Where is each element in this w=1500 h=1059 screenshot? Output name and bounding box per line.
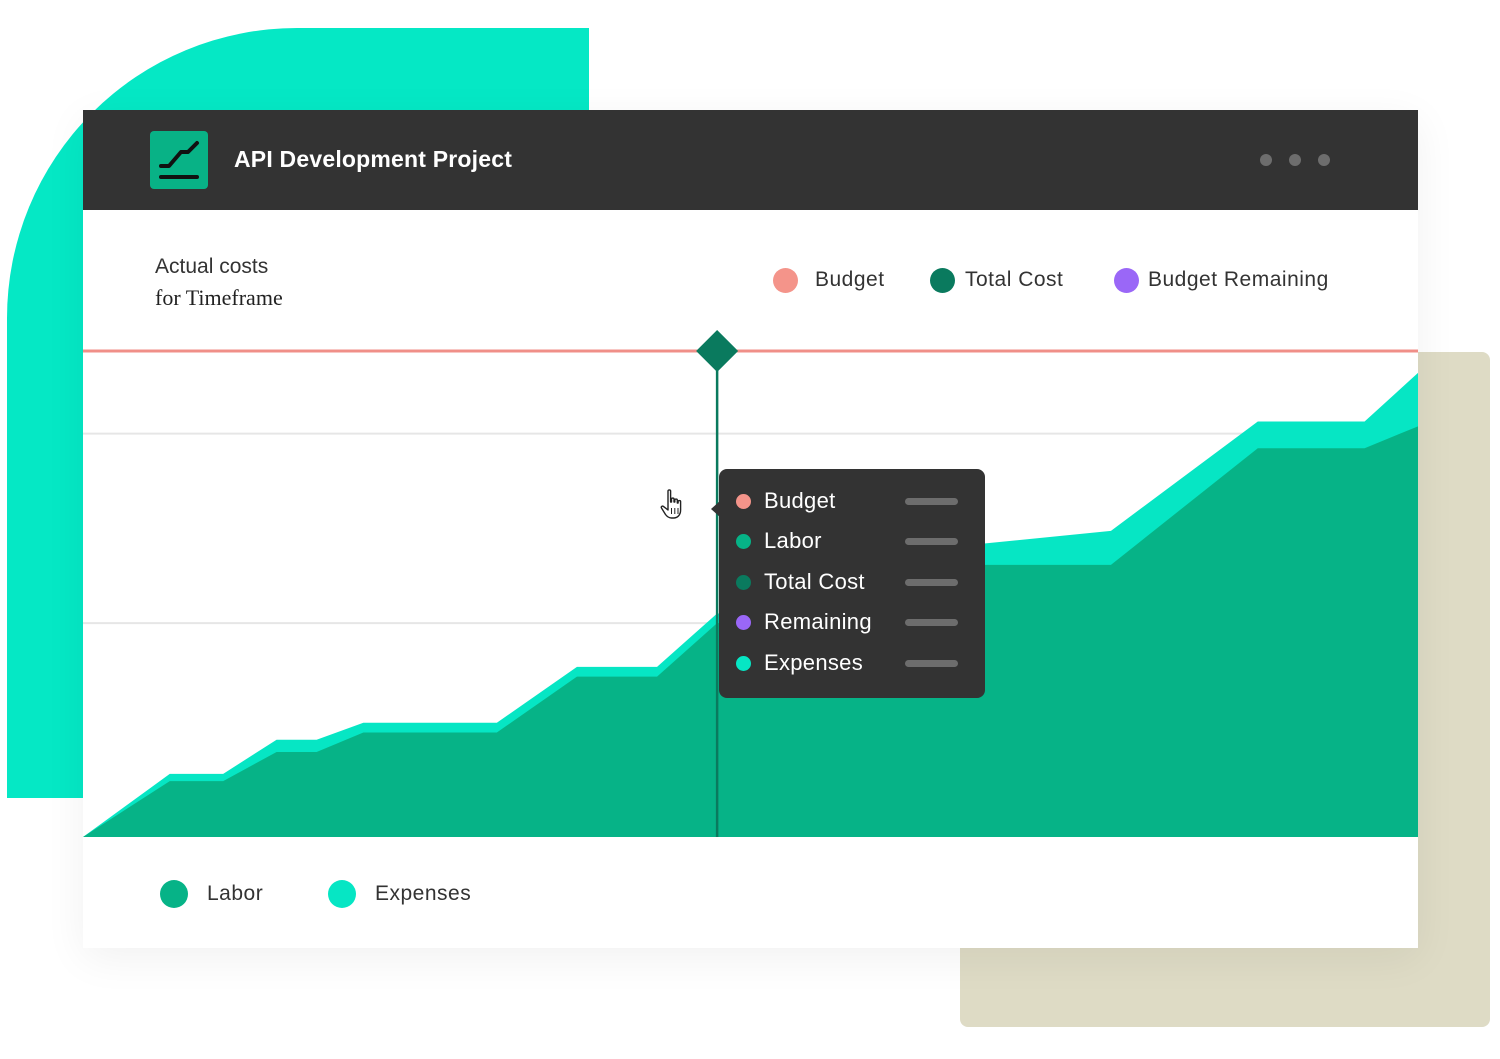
tooltip-row-budget: Budget bbox=[719, 486, 985, 516]
legend-label: Labor bbox=[207, 882, 264, 905]
tooltip-value-placeholder bbox=[905, 619, 958, 626]
timeframe-marker-handle[interactable] bbox=[696, 330, 739, 372]
tooltip-swatch bbox=[736, 494, 751, 509]
legend-swatch bbox=[160, 880, 188, 908]
chart-card: API Development Project Actual costs for… bbox=[83, 110, 1418, 948]
legend-label: Total Cost bbox=[965, 268, 1064, 291]
legend-swatch bbox=[328, 880, 356, 908]
tooltip-label: Total Cost bbox=[764, 569, 865, 594]
project-title: API Development Project bbox=[234, 146, 513, 172]
legend-swatch bbox=[930, 268, 955, 293]
tooltip-row-remaining: Remaining bbox=[719, 607, 985, 637]
legend-swatch bbox=[773, 268, 798, 293]
tooltip-swatch bbox=[736, 656, 751, 671]
legend-label: Expenses bbox=[375, 882, 472, 905]
tooltip-row-labor: Labor bbox=[719, 526, 985, 556]
tooltip-label: Remaining bbox=[764, 609, 872, 634]
tooltip-value-placeholder bbox=[905, 538, 958, 545]
chart-title: Actual costs bbox=[155, 255, 269, 278]
tooltip-label: Labor bbox=[764, 528, 822, 553]
chart-tooltip: Budget Labor Total Cost Remaining Expens… bbox=[711, 469, 985, 698]
legend-label: Budget bbox=[815, 268, 885, 291]
tooltip-value-placeholder bbox=[905, 660, 958, 667]
tooltip-label: Expenses bbox=[764, 650, 864, 675]
tooltip-value-placeholder bbox=[905, 579, 958, 586]
line-chart-icon bbox=[150, 131, 208, 189]
tooltip-swatch bbox=[736, 615, 751, 630]
tooltip-value-placeholder bbox=[905, 498, 958, 505]
hand-cursor-icon bbox=[660, 489, 682, 519]
legend-label: Budget Remaining bbox=[1148, 268, 1329, 291]
tooltip-row-total-cost: Total Cost bbox=[719, 567, 985, 597]
chart-subtitle: for Timeframe bbox=[155, 285, 283, 310]
legend-swatch bbox=[1114, 268, 1139, 293]
app-header: API Development Project bbox=[83, 110, 1418, 210]
tooltip-label: Budget bbox=[764, 488, 836, 513]
tooltip-pointer bbox=[711, 501, 720, 517]
tooltip-swatch bbox=[736, 575, 751, 590]
more-dots-icon[interactable] bbox=[1251, 148, 1331, 172]
tooltip-row-expenses: Expenses bbox=[719, 648, 985, 678]
tooltip-swatch bbox=[736, 534, 751, 549]
